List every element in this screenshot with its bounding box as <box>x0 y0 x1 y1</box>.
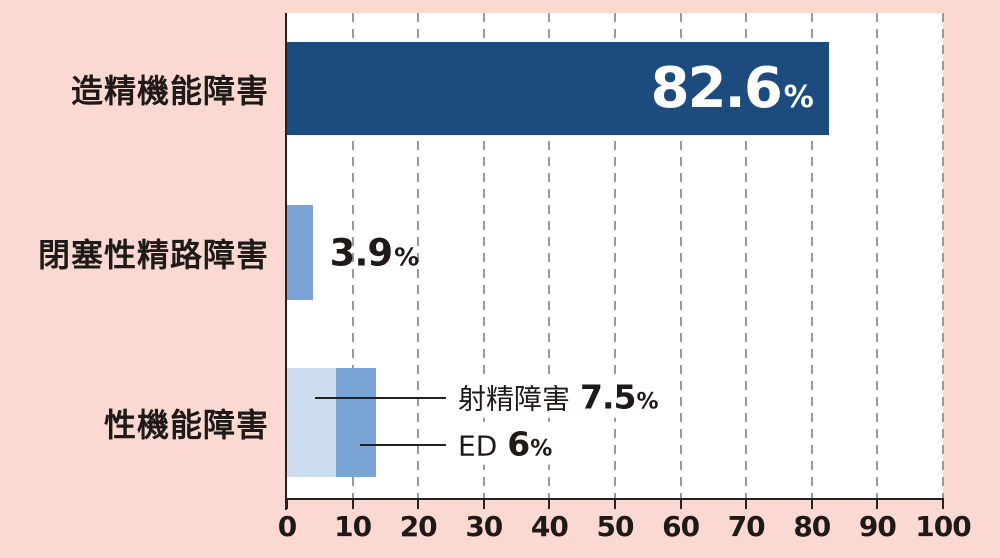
bar-segment-造精機能障害 <box>287 42 829 135</box>
x-tick-80 <box>810 498 813 509</box>
x-tick-40 <box>548 498 551 509</box>
gridline-60 <box>679 13 682 500</box>
x-tick-label-10: 10 <box>334 510 372 543</box>
value-number: 3.9 <box>329 231 394 274</box>
x-tick-70 <box>745 498 748 509</box>
leader-line-射精障害 <box>315 397 446 399</box>
callout-label-ED: ED 6% <box>450 424 559 465</box>
gridline-80 <box>810 13 813 500</box>
x-tick-label-20: 20 <box>399 510 438 543</box>
value-number: 82.6 <box>650 55 783 121</box>
callout-label-射精障害: 射精障害 7.5% <box>450 377 665 418</box>
callout-number: 6 <box>507 424 530 464</box>
value-percent-sign: % <box>783 79 814 115</box>
x-tick-60 <box>679 498 682 509</box>
callout-percent-sign: % <box>530 436 553 462</box>
callout-name: ED <box>458 429 498 463</box>
x-tick-100 <box>942 498 944 509</box>
gridline-50 <box>614 13 616 500</box>
category-label-閉塞性精路障害: 閉塞性精路障害 <box>37 235 269 274</box>
callout-name: 射精障害 <box>458 382 571 416</box>
x-tick-90 <box>876 498 879 509</box>
x-tick-label-50: 50 <box>596 510 635 543</box>
callout-percent-sign: % <box>636 389 659 415</box>
x-tick-20 <box>417 498 420 509</box>
x-tick-label-100: 100 <box>915 510 971 543</box>
gridline-10 <box>351 13 354 500</box>
y-axis-line <box>285 13 287 510</box>
gridline-70 <box>745 13 748 500</box>
x-tick-0 <box>286 498 288 509</box>
x-tick-label-60: 60 <box>662 510 700 543</box>
x-tick-label-80: 80 <box>793 510 831 543</box>
gridline-90 <box>876 13 879 500</box>
x-tick-30 <box>482 498 485 509</box>
x-tick-label-90: 90 <box>858 510 897 543</box>
value-label-閉塞性精路障害: 3.9% <box>330 234 420 271</box>
gridline-30 <box>482 13 485 500</box>
leader-line-ED <box>360 444 446 446</box>
category-label-性機能障害: 性機能障害 <box>103 405 269 444</box>
gridline-20 <box>417 13 420 500</box>
bar-segment-射精障害 <box>287 368 337 477</box>
x-tick-label-30: 30 <box>465 510 503 543</box>
bar-segment-ED <box>336 368 376 477</box>
x-tick-50 <box>614 498 616 509</box>
bar-segment-閉塞性精路障害 <box>287 205 313 300</box>
gridline-100 <box>942 13 944 500</box>
x-tick-label-0: 0 <box>277 510 298 543</box>
value-percent-sign: % <box>394 242 420 271</box>
callout-number: 7.5 <box>580 377 636 417</box>
x-tick-label-40: 40 <box>530 510 569 543</box>
gridline-40 <box>548 13 551 500</box>
value-label-造精機能障害: 82.6% <box>650 55 814 121</box>
category-label-造精機能障害: 造精機能障害 <box>70 71 269 110</box>
x-tick-label-70: 70 <box>727 510 766 543</box>
x-tick-10 <box>351 498 354 509</box>
